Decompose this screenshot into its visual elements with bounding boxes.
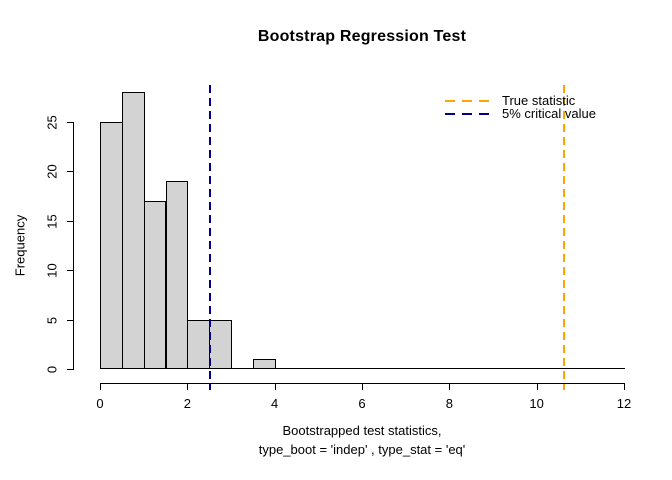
y-tick-label: 20 xyxy=(44,164,60,180)
y-axis-tick xyxy=(67,319,73,321)
x-axis-tick xyxy=(100,384,101,390)
y-axis-line xyxy=(73,122,74,370)
plot-title: Bootstrap Regression Test xyxy=(257,28,467,45)
y-axis-tick xyxy=(67,270,73,272)
x-axis-line xyxy=(100,383,625,384)
x-tick-label: 4 xyxy=(271,396,279,411)
x-axis-tick xyxy=(274,384,276,390)
x-tick-label: 0 xyxy=(96,396,104,411)
y-tick-label: 10 xyxy=(44,263,60,278)
histogram-bar xyxy=(143,201,167,369)
y-axis-tick xyxy=(67,220,73,222)
legend-item-true-statistic: True statistic xyxy=(445,93,596,108)
x-axis-title: Bootstrapped test statistics, type_boot … xyxy=(100,421,624,459)
legend-item-critical-value: 5% critical value xyxy=(445,106,596,121)
legend-label-critical-value: 5% critical value xyxy=(502,106,596,121)
x-tick-label: 6 xyxy=(358,396,366,411)
x-axis-tick xyxy=(624,384,625,390)
y-axis-tick xyxy=(67,171,73,173)
y-tick-label: 5 xyxy=(44,316,60,324)
y-tick-label: 0 xyxy=(44,365,60,374)
y-axis-tick xyxy=(67,369,73,370)
legend: True statistic 5% critical value xyxy=(445,93,596,121)
legend-label-true-statistic: True statistic xyxy=(502,93,576,108)
y-tick-label: 15 xyxy=(44,214,60,229)
x-tick-label: 10 xyxy=(529,396,544,411)
y-tick-label: 25 xyxy=(44,115,60,130)
x-tick-label: 2 xyxy=(183,396,191,411)
x-axis-title-line1: Bootstrapped test statistics, xyxy=(282,423,442,438)
vline-critical-value xyxy=(209,85,212,390)
vline-true-statistic xyxy=(562,85,565,390)
x-axis-tick xyxy=(362,384,363,390)
y-axis-tick xyxy=(67,122,73,123)
x-tick-label: 12 xyxy=(616,396,632,411)
histogram-bar xyxy=(100,122,123,369)
dashed-line-swatch-orange xyxy=(445,99,493,102)
dashed-line-swatch-navy xyxy=(445,112,493,115)
x-axis-tick xyxy=(536,384,538,390)
histogram-bar xyxy=(121,92,145,369)
histogram-bar xyxy=(209,319,232,369)
x-tick-label: 8 xyxy=(445,396,453,411)
x-axis-tick xyxy=(187,384,189,390)
histogram-zero-baseline xyxy=(100,368,625,369)
x-axis-tick xyxy=(449,384,451,390)
histogram-bar xyxy=(187,319,211,369)
histogram-bar xyxy=(165,181,189,369)
x-axis-title-line2: type_boot = 'indep' , type_stat = 'eq' xyxy=(258,442,466,457)
